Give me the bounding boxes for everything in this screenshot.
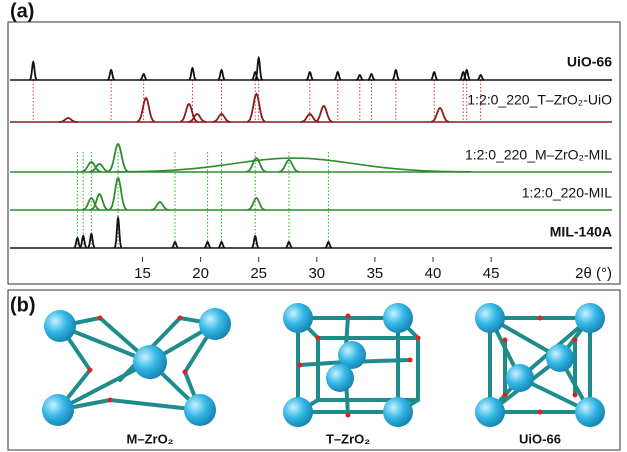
- x-tick-label: 20: [192, 265, 209, 282]
- peak: [392, 70, 399, 80]
- peak: [108, 70, 115, 80]
- peak: [368, 74, 375, 80]
- x-tick-label: 45: [483, 265, 500, 282]
- structure-label: T–ZrO₂: [326, 431, 370, 446]
- peak: [180, 104, 198, 122]
- peak: [248, 94, 266, 122]
- peak: [108, 144, 129, 172]
- x-tick-label: 35: [367, 265, 384, 282]
- peak: [334, 72, 341, 80]
- series-label: MIL-140A: [550, 224, 612, 240]
- structure-label: UiO-66: [519, 431, 561, 446]
- peak: [80, 236, 87, 248]
- peak: [137, 98, 155, 122]
- series-label: 1:2:0_220_T–ZrO₂-UiO: [467, 92, 612, 108]
- peak: [151, 202, 169, 210]
- panel-label: (a): [10, 0, 34, 22]
- x-tick-label: 15: [134, 265, 151, 282]
- x-tick-label: 30: [308, 265, 325, 282]
- peak: [356, 75, 363, 80]
- halo: [116, 158, 471, 172]
- structure-t-zro2: [283, 303, 421, 427]
- series-label: 1:2:0_220-MIL: [522, 185, 612, 201]
- peak: [252, 236, 259, 248]
- peak: [218, 70, 225, 80]
- x-axis-label: 2θ (°): [575, 265, 612, 282]
- x-tick-label: 40: [425, 265, 442, 282]
- peak: [431, 108, 449, 122]
- series-label: 1:2:0_220_M–ZrO₂-MIL: [465, 147, 612, 163]
- structures: [42, 303, 605, 427]
- peak: [431, 72, 438, 80]
- peak: [255, 58, 262, 80]
- panel-label: (b): [10, 294, 36, 316]
- peak: [306, 72, 313, 80]
- structure-uio-66: [475, 303, 605, 427]
- peak: [140, 74, 147, 80]
- series-label: UiO-66: [567, 54, 612, 70]
- peak: [248, 198, 266, 210]
- peak: [189, 68, 196, 80]
- peak: [315, 106, 333, 122]
- figure: (a) (b) 2θ (°): [0, 0, 627, 452]
- x-tick-label: 25: [250, 265, 267, 282]
- structure-label: M–ZrO₂: [127, 431, 174, 446]
- peak: [30, 62, 37, 80]
- peak: [477, 75, 484, 80]
- structure-m-zro2: [42, 308, 231, 426]
